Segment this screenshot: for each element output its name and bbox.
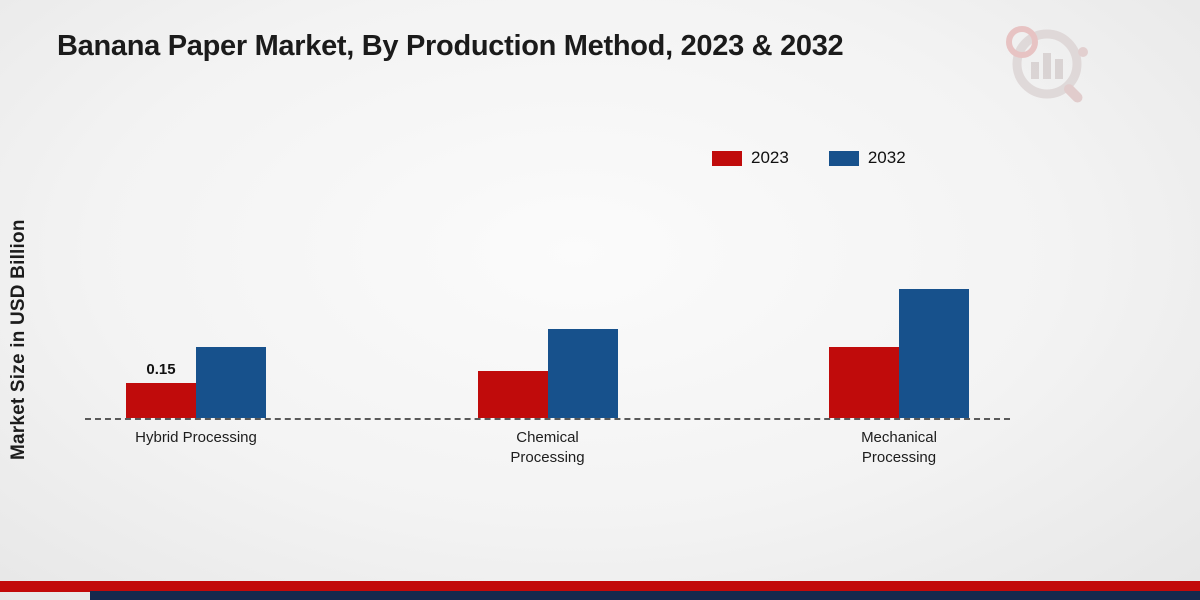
y-axis-label: Market Size in USD Billion [8,219,29,461]
chart-title: Banana Paper Market, By Production Metho… [57,30,844,62]
footer-navy-stripe [90,591,1200,600]
legend-label-2032: 2032 [867,148,906,167]
legend-swatch-2023 [712,150,742,166]
footer-red-stripe [0,581,1200,592]
bar-value-label: 0.15 [146,361,176,378]
bar-group-hybrid-processing: 0.15 Hybrid Processing [126,347,266,446]
magnifier-bar-chart-icon [1006,26,1088,103]
brand-logo [995,22,1095,112]
legend-item-2032[interactable]: 2032 [828,148,906,168]
bar-group-mechanical-processing: Mechanical Processing [829,289,969,466]
category-label: Hybrid Processing [135,429,257,446]
bar-2032-hybrid-processing[interactable] [196,347,266,418]
category-label: Chemical Processing [510,429,585,466]
bar-2023-chemical-processing[interactable] [477,371,548,418]
bar-2023-hybrid-processing[interactable]: 0.15 [126,361,196,418]
bar-2023-mechanical-processing[interactable] [829,347,899,418]
chart-plot-area: 0.15 Hybrid Processing Chemical Processing… [85,140,1010,466]
bar-2032-mechanical-processing[interactable] [899,289,969,418]
legend-item-2023[interactable]: 2023 [712,148,789,168]
bar-group-chemical-processing: Chemical Processing [477,329,618,466]
legend: 2023 2032 [712,148,906,168]
bar-2032-chemical-processing[interactable] [547,329,618,418]
legend-swatch-2032 [828,150,859,166]
legend-label-2023: 2023 [751,148,789,167]
category-label: Mechanical Processing [861,429,937,466]
